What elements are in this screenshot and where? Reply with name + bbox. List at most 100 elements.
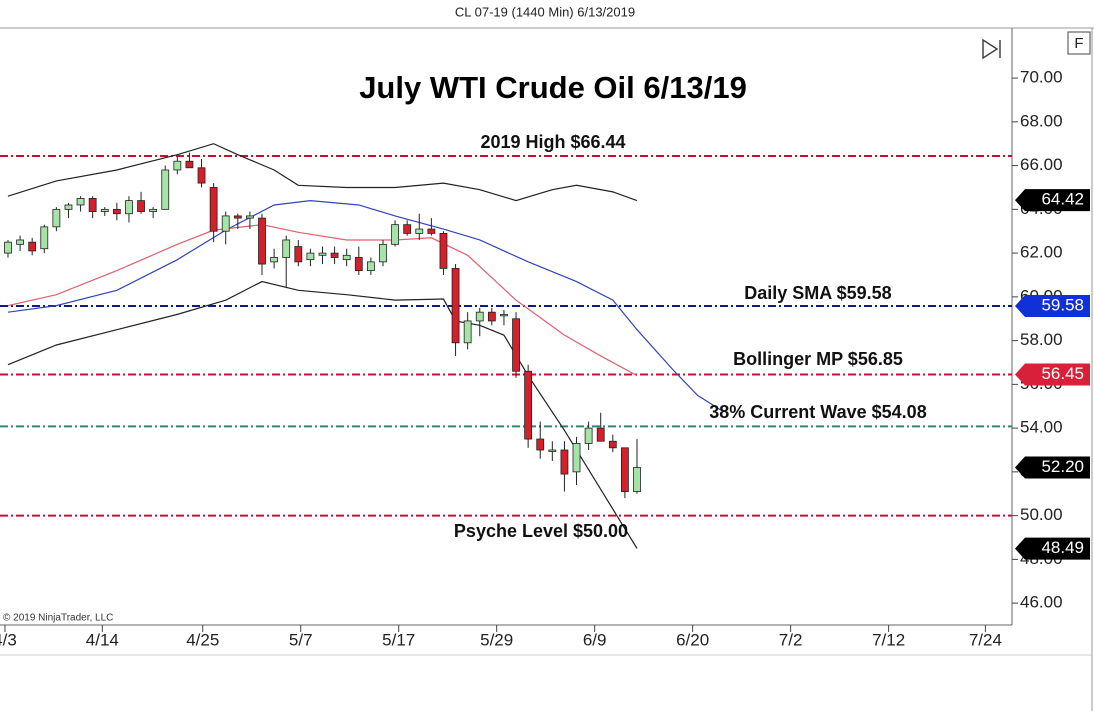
candle-body bbox=[246, 215, 254, 219]
x-tick-label: 4/25 bbox=[186, 630, 219, 649]
x-tick-label: 4/14 bbox=[86, 630, 119, 649]
candle-body bbox=[100, 208, 109, 212]
candle-body bbox=[572, 443, 581, 473]
band-line bbox=[7, 143, 638, 202]
x-tick-label: 7/12 bbox=[872, 630, 905, 649]
f-button-label[interactable]: F bbox=[1074, 35, 1083, 52]
candle-body bbox=[463, 320, 472, 344]
chart-title: July WTI Crude Oil 6/13/19 bbox=[359, 70, 747, 105]
plot-area bbox=[0, 143, 1012, 549]
annotation: 2019 High $66.44 bbox=[480, 132, 625, 152]
candle-body bbox=[52, 208, 61, 228]
candle-body bbox=[64, 204, 73, 210]
candle-body bbox=[379, 243, 387, 263]
candle-body bbox=[125, 200, 133, 215]
candle-body bbox=[366, 261, 375, 272]
x-tick-label: 5/29 bbox=[480, 630, 513, 649]
candle-body bbox=[584, 427, 593, 444]
price-marker-label: 64.42 bbox=[1041, 190, 1084, 209]
candle-body bbox=[596, 427, 605, 442]
candle-body bbox=[258, 217, 266, 265]
x-tick-label: 6/9 bbox=[583, 630, 607, 649]
candle-body bbox=[439, 233, 448, 269]
candle-body bbox=[524, 370, 533, 440]
band-line bbox=[7, 224, 638, 377]
y-tick-label: 58.00 bbox=[1020, 330, 1063, 349]
y-tick-label: 54.00 bbox=[1020, 418, 1063, 437]
candle-body bbox=[161, 169, 170, 210]
candle-body bbox=[354, 257, 363, 272]
y-tick-label: 70.00 bbox=[1020, 68, 1063, 87]
candle-body bbox=[548, 449, 557, 452]
header: CL 07-19 (1440 Min) 6/13/2019 bbox=[455, 4, 635, 19]
price-marker-label: 56.45 bbox=[1041, 364, 1084, 383]
candle-body bbox=[536, 438, 545, 451]
candle-body bbox=[500, 313, 508, 317]
candle-body bbox=[391, 224, 399, 245]
y-tick-label: 62.00 bbox=[1020, 243, 1063, 262]
candle-body bbox=[221, 215, 230, 232]
price-marker bbox=[1015, 537, 1090, 560]
price-marker bbox=[1015, 295, 1090, 318]
price-marker bbox=[1015, 189, 1090, 212]
price-marker bbox=[1015, 363, 1090, 386]
candle-body bbox=[173, 160, 182, 171]
f-button[interactable] bbox=[1067, 31, 1091, 55]
candle-body bbox=[415, 228, 424, 234]
y-tick-label: 66.00 bbox=[1020, 155, 1063, 174]
candle-body bbox=[487, 311, 496, 322]
x-tick-label: 5/17 bbox=[382, 630, 415, 649]
candle-body bbox=[621, 447, 629, 492]
candle-body bbox=[149, 208, 158, 212]
candle-body bbox=[330, 252, 339, 258]
candle-body bbox=[197, 167, 206, 184]
y-tick-label: 68.00 bbox=[1020, 111, 1063, 130]
scroll-icon[interactable] bbox=[982, 38, 1001, 60]
candle-body bbox=[451, 268, 460, 344]
candle-body bbox=[88, 198, 97, 212]
candle-body bbox=[427, 228, 436, 234]
candle-body bbox=[16, 239, 24, 245]
candle-body bbox=[76, 198, 85, 206]
candle-body bbox=[112, 208, 121, 215]
x-tick-label: 7/24 bbox=[969, 630, 1002, 649]
price-marker bbox=[1015, 456, 1090, 479]
candle-body bbox=[137, 200, 145, 212]
band-line bbox=[7, 280, 638, 549]
candle-body bbox=[512, 318, 520, 372]
candle-body bbox=[608, 440, 617, 449]
candle-body bbox=[282, 239, 291, 258]
price-marker-label: 59.58 bbox=[1041, 296, 1084, 315]
price-marker-label: 48.49 bbox=[1041, 538, 1084, 557]
candle-body bbox=[318, 252, 327, 256]
candle-body bbox=[209, 187, 218, 232]
x-tick-label: 4/3 bbox=[0, 630, 17, 649]
annotation: Bollinger MP $56.85 bbox=[733, 349, 903, 369]
play-icon[interactable] bbox=[982, 38, 999, 60]
candle-body bbox=[185, 160, 194, 169]
candle-body bbox=[294, 246, 303, 263]
candle-body bbox=[270, 257, 279, 263]
candle-body bbox=[4, 241, 12, 254]
x-tick-label: 6/20 bbox=[676, 630, 709, 649]
candle-body bbox=[342, 254, 351, 261]
candle-body bbox=[475, 311, 484, 322]
candle-body bbox=[28, 241, 37, 252]
candle-body bbox=[560, 449, 569, 475]
annotation: Daily SMA $59.58 bbox=[744, 283, 891, 303]
candle-body bbox=[233, 215, 242, 219]
annotation: 38% Current Wave $54.08 bbox=[709, 402, 926, 422]
x-tick-label: 5/7 bbox=[289, 630, 313, 649]
candle-body bbox=[403, 224, 412, 234]
y-tick-label: 46.00 bbox=[1020, 593, 1063, 612]
x-tick-label: 7/2 bbox=[779, 630, 803, 649]
annotation: Psyche Level $50.00 bbox=[454, 521, 628, 541]
candle-body bbox=[40, 226, 49, 250]
price-marker-label: 52.20 bbox=[1041, 457, 1084, 476]
y-tick-label: 50.00 bbox=[1020, 505, 1063, 524]
copyright: © 2019 NinjaTrader, LLC bbox=[3, 613, 113, 624]
candle-body bbox=[633, 467, 641, 492]
candle-body bbox=[306, 252, 315, 261]
